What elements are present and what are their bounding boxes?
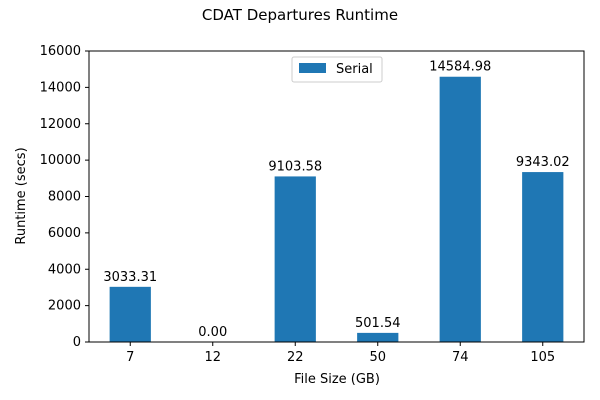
bar-7 xyxy=(109,286,151,342)
legend-swatch-serial xyxy=(299,63,326,73)
x-tick-label: 50 xyxy=(369,350,386,365)
data-label-105: 9343.02 xyxy=(516,155,570,170)
y-tick-label: 14000 xyxy=(40,80,81,95)
data-label-7: 3033.31 xyxy=(103,270,157,285)
x-tick-label: 7 xyxy=(126,350,134,365)
bar-50 xyxy=(357,332,399,342)
chart-title: CDAT Departures Runtime xyxy=(202,6,398,24)
plot-area: 3033.31 0.00 9103.58 501.54 14584.98 9343.02 0… xyxy=(40,44,585,365)
y-tick-label: 16000 xyxy=(40,44,81,59)
y-tick-label: 8000 xyxy=(48,190,81,205)
legend: Serial xyxy=(291,56,383,83)
x-tick-label: 74 xyxy=(452,350,469,365)
x-tick-label: 12 xyxy=(204,350,221,365)
bar-105 xyxy=(522,172,564,342)
data-label-22: 9103.58 xyxy=(268,159,322,174)
legend-label-serial: Serial xyxy=(336,62,373,77)
x-tick-label: 22 xyxy=(287,350,304,365)
bar-22 xyxy=(274,176,316,342)
y-tick-label: 10000 xyxy=(40,153,81,168)
x-tick-label: 105 xyxy=(530,350,555,365)
bar-74 xyxy=(439,76,481,342)
data-label-50: 501.54 xyxy=(355,316,401,331)
y-tick-label: 2000 xyxy=(48,299,81,314)
x-axis-label: File Size (GB) xyxy=(294,372,380,387)
plot-frame xyxy=(88,50,585,343)
data-label-12: 0.00 xyxy=(198,325,227,340)
y-axis-label: Runtime (secs) xyxy=(14,147,29,244)
y-tick-label: 12000 xyxy=(40,117,81,132)
data-label-74: 14584.98 xyxy=(429,60,491,75)
y-tick-label: 4000 xyxy=(48,262,81,277)
y-tick-label: 0 xyxy=(73,335,81,350)
y-tick-label: 6000 xyxy=(48,226,81,241)
